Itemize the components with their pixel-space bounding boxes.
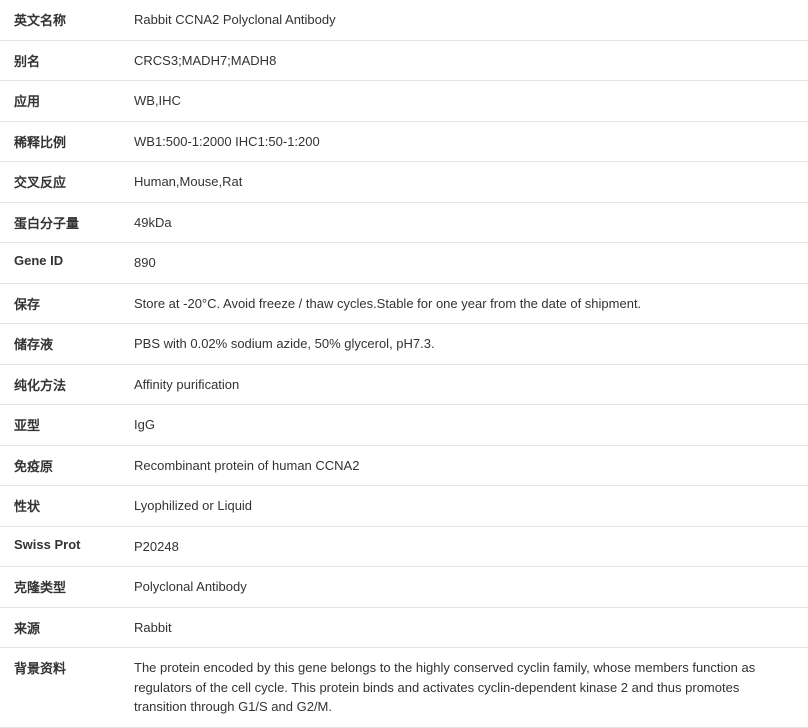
- table-row: Swiss Prot P20248: [0, 526, 808, 567]
- spec-value: WB1:500-1:2000 IHC1:50-1:200: [130, 121, 808, 162]
- table-row: 性状 Lyophilized or Liquid: [0, 486, 808, 527]
- spec-value: PBS with 0.02% sodium azide, 50% glycero…: [130, 324, 808, 365]
- spec-label: Swiss Prot: [0, 526, 130, 567]
- spec-value: Recombinant protein of human CCNA2: [130, 445, 808, 486]
- spec-label: 来源: [0, 607, 130, 648]
- spec-value: The protein encoded by this gene belongs…: [130, 648, 808, 728]
- spec-value: CRCS3;MADH7;MADH8: [130, 40, 808, 81]
- spec-label: 稀释比例: [0, 121, 130, 162]
- spec-table-body: 英文名称 Rabbit CCNA2 Polyclonal Antibody 别名…: [0, 0, 808, 727]
- spec-label: 免疫原: [0, 445, 130, 486]
- spec-value: Affinity purification: [130, 364, 808, 405]
- spec-label: 应用: [0, 81, 130, 122]
- table-row: 英文名称 Rabbit CCNA2 Polyclonal Antibody: [0, 0, 808, 40]
- spec-value: P20248: [130, 526, 808, 567]
- spec-label: 交叉反应: [0, 162, 130, 203]
- table-row: 蛋白分子量 49kDa: [0, 202, 808, 243]
- spec-label: 亚型: [0, 405, 130, 446]
- table-row: 稀释比例 WB1:500-1:2000 IHC1:50-1:200: [0, 121, 808, 162]
- spec-label: 克隆类型: [0, 567, 130, 608]
- spec-label: 性状: [0, 486, 130, 527]
- table-row: 背景资料 The protein encoded by this gene be…: [0, 648, 808, 728]
- table-row: 纯化方法 Affinity purification: [0, 364, 808, 405]
- table-row: 亚型 IgG: [0, 405, 808, 446]
- table-row: 免疫原 Recombinant protein of human CCNA2: [0, 445, 808, 486]
- spec-value: Polyclonal Antibody: [130, 567, 808, 608]
- spec-label: 纯化方法: [0, 364, 130, 405]
- table-row: 储存液 PBS with 0.02% sodium azide, 50% gly…: [0, 324, 808, 365]
- table-row: 应用 WB,IHC: [0, 81, 808, 122]
- spec-label: 背景资料: [0, 648, 130, 728]
- spec-value: Human,Mouse,Rat: [130, 162, 808, 203]
- spec-label: 蛋白分子量: [0, 202, 130, 243]
- table-row: 别名 CRCS3;MADH7;MADH8: [0, 40, 808, 81]
- spec-label: Gene ID: [0, 243, 130, 284]
- spec-value: 49kDa: [130, 202, 808, 243]
- spec-value: Store at -20°C. Avoid freeze / thaw cycl…: [130, 283, 808, 324]
- spec-label: 英文名称: [0, 0, 130, 40]
- spec-value: IgG: [130, 405, 808, 446]
- spec-label: 别名: [0, 40, 130, 81]
- spec-value: Lyophilized or Liquid: [130, 486, 808, 527]
- spec-value: 890: [130, 243, 808, 284]
- table-row: 克隆类型 Polyclonal Antibody: [0, 567, 808, 608]
- spec-value: WB,IHC: [130, 81, 808, 122]
- spec-label: 储存液: [0, 324, 130, 365]
- table-row: 保存 Store at -20°C. Avoid freeze / thaw c…: [0, 283, 808, 324]
- spec-table: 英文名称 Rabbit CCNA2 Polyclonal Antibody 别名…: [0, 0, 808, 728]
- spec-value: Rabbit: [130, 607, 808, 648]
- table-row: Gene ID 890: [0, 243, 808, 284]
- table-row: 交叉反应 Human,Mouse,Rat: [0, 162, 808, 203]
- table-row: 来源 Rabbit: [0, 607, 808, 648]
- spec-label: 保存: [0, 283, 130, 324]
- spec-value: Rabbit CCNA2 Polyclonal Antibody: [130, 0, 808, 40]
